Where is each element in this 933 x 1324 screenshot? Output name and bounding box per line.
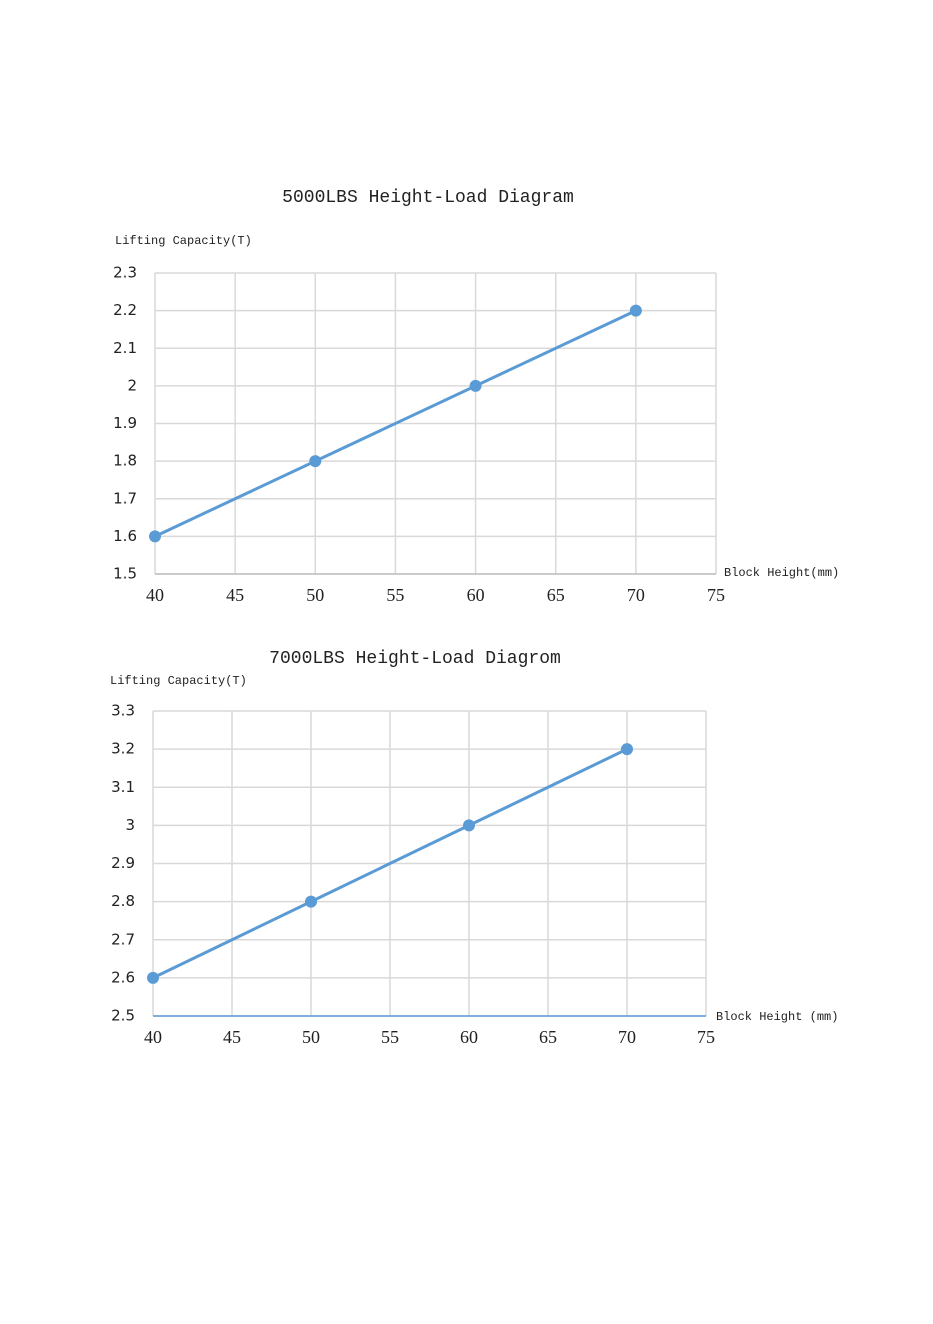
data-point: [309, 455, 322, 468]
series-line: [154, 309, 637, 538]
y-tick-label: 1.8: [113, 452, 137, 470]
x-tick-label: 45: [226, 585, 244, 605]
y-tick-label: 2.2: [113, 301, 137, 319]
data-point: [147, 971, 159, 984]
chart-title: 5000LBS Height-Load Diagram: [282, 188, 574, 208]
x-tick-label: 60: [467, 585, 485, 605]
chart-title: 7000LBS Height-Load Diagrom: [269, 649, 561, 669]
y-tick-label: 2.5: [111, 1007, 135, 1025]
x-tick-label: 50: [306, 585, 324, 605]
x-tick-label: 70: [627, 585, 645, 605]
y-tick-label: 3: [125, 816, 135, 834]
y-tick-label: 2.6: [111, 968, 135, 986]
x-tick-label: 65: [539, 1027, 557, 1047]
data-point: [621, 743, 633, 756]
y-tick-label: 2.1: [113, 339, 137, 357]
y-tick-label: 2.7: [111, 930, 135, 948]
y-tick-label: 1.7: [113, 489, 137, 507]
data-point: [305, 895, 317, 908]
x-axis-label: Block Height (mm): [716, 1010, 838, 1024]
y-tick-label: 2.8: [111, 892, 135, 910]
x-tick-label: 45: [223, 1027, 241, 1047]
y-tick-label: 1.5: [113, 565, 137, 583]
y-tick-label: 2.3: [113, 264, 137, 282]
x-tick-label: 55: [381, 1027, 399, 1047]
x-tick-label: 60: [460, 1027, 478, 1047]
y-tick-label: 1.9: [113, 414, 137, 432]
x-tick-label: 70: [618, 1027, 636, 1047]
x-tick-label: 75: [697, 1027, 715, 1047]
y-axis-label: Lifting Capacity(T): [110, 674, 247, 688]
data-point: [469, 379, 482, 392]
x-tick-label: 65: [547, 585, 565, 605]
y-tick-label: 3.3: [111, 702, 135, 720]
y-tick-label: 3.2: [111, 740, 135, 758]
y-axis-label: Lifting Capacity(T): [115, 234, 252, 248]
y-tick-label: 2.9: [111, 854, 135, 872]
x-tick-label: 55: [386, 585, 404, 605]
y-tick-label: 1.6: [113, 527, 137, 545]
x-axis-label: Block Height(mm): [724, 566, 839, 580]
y-tick-label: 2: [127, 376, 137, 394]
data-point: [629, 304, 642, 317]
data-point: [463, 819, 475, 832]
x-tick-label: 50: [302, 1027, 320, 1047]
x-tick-label: 40: [144, 1027, 162, 1047]
x-tick-label: 75: [707, 585, 725, 605]
x-tick-label: 40: [146, 585, 164, 605]
series-line: [152, 747, 628, 980]
y-tick-label: 3.1: [111, 778, 135, 796]
data-point: [149, 530, 161, 543]
